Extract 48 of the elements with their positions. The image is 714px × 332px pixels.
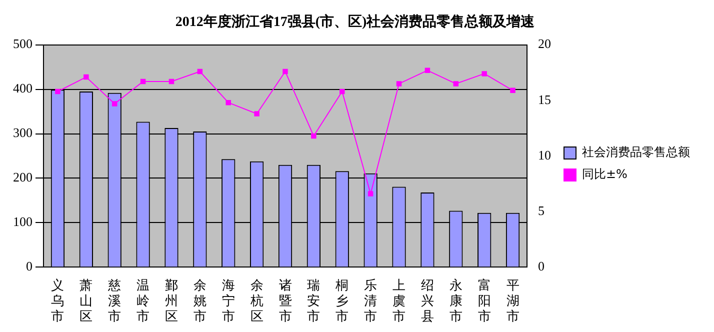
y2-tick-label: 10 (538, 147, 551, 162)
x-tick-label: 永康市 (449, 277, 462, 324)
y-tick-label: 300 (13, 125, 32, 140)
x-tick-label: 慈溪市 (107, 277, 122, 324)
x-tick-label: 桐乡市 (334, 277, 349, 324)
y-tick-label: 200 (13, 170, 32, 185)
x-tick-label: 余杭区 (249, 277, 264, 324)
legend-label: 社会消费品零售总额 (582, 145, 690, 160)
point (510, 88, 516, 94)
point (311, 133, 316, 139)
x-tick-label: 平湖市 (506, 277, 520, 324)
point (453, 81, 459, 86)
y2-tick-label: 15 (538, 92, 551, 107)
y2-tick-label: 0 (538, 258, 544, 274)
point (84, 74, 89, 80)
x-tick-label: 义乌市 (51, 277, 64, 324)
y-tick-label: 400 (13, 80, 32, 96)
point (424, 68, 430, 73)
chart-title: 2012年度浙江省17强县(市、区)社会消费品零售总额及增速 (175, 13, 536, 30)
point (368, 191, 374, 196)
point (482, 71, 487, 76)
y-tick-label: 0 (26, 258, 32, 274)
x-tick-label: 鄞州区 (164, 277, 178, 324)
x-tick-label: 乐清市 (364, 277, 378, 324)
x-tick-label: 温岭市 (136, 277, 150, 324)
legend-label: 同比±% (582, 167, 628, 182)
x-tick-label: 瑞安市 (307, 277, 320, 324)
x-tick-label: 萧山区 (80, 277, 93, 324)
point (282, 68, 288, 74)
x-tick-label: 海宁市 (222, 277, 235, 324)
point (226, 100, 231, 106)
y2-tick-label: 5 (538, 203, 544, 218)
y-tick-label: 500 (13, 36, 32, 52)
x-tick-label: 上虞市 (392, 277, 406, 324)
y2-tick-label: 20 (538, 36, 551, 52)
point (254, 111, 260, 116)
point (396, 81, 402, 86)
point (112, 101, 118, 106)
point (197, 68, 203, 74)
point (140, 78, 146, 84)
y-tick-label: 100 (13, 214, 32, 230)
x-tick-label: 富阳市 (478, 277, 491, 324)
x-tick-label: 余姚市 (193, 277, 206, 324)
x-tick-label: 绍兴县 (420, 277, 434, 324)
point (168, 78, 174, 84)
point (55, 88, 60, 94)
x-tick-label: 诸暨市 (278, 277, 292, 324)
point (340, 88, 345, 94)
